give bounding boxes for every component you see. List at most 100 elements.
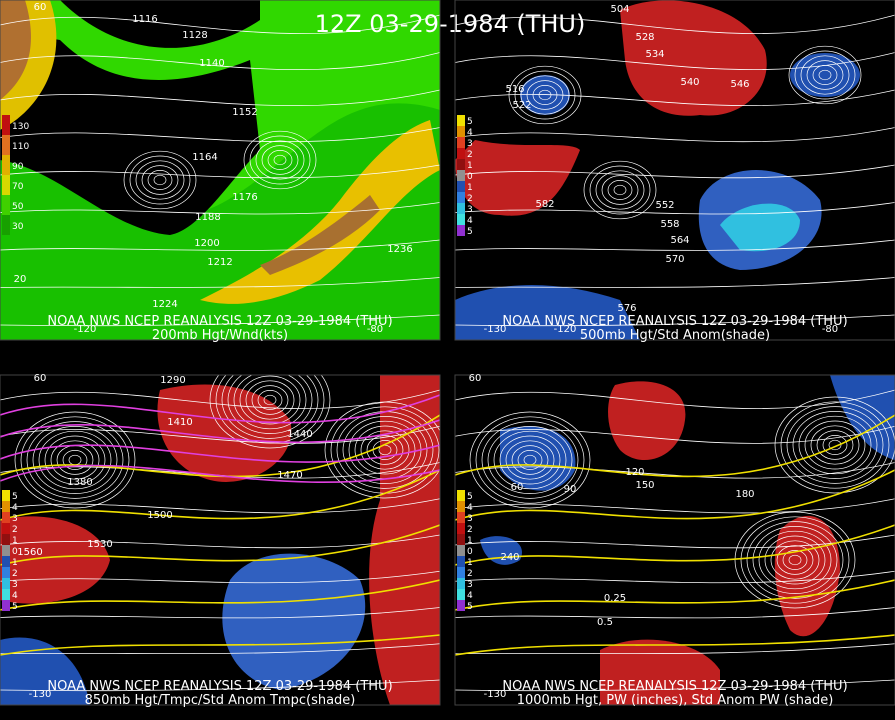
contour-line [0,498,440,514]
contours [455,14,895,327]
contour-line [0,607,440,619]
contour-line [455,277,895,288]
contour-line [233,375,307,430]
contour-line [32,426,118,494]
grid-label: 60 [34,373,47,384]
contour-label: 546 [730,79,749,90]
colorbar-swatch [457,225,465,236]
colorbar-swatch [457,115,465,126]
colorbar-swatch [2,175,10,195]
colorbar-label: 3 [12,580,18,590]
grid-label: -120 [554,324,577,335]
colorbar-label: 1 [467,183,473,193]
shade [0,0,31,100]
colorbar-label: 0 [467,547,473,557]
colorbar-label: 2 [467,525,473,535]
colorbar-swatch [457,578,465,589]
contour-line [0,127,440,143]
contour-line [0,394,440,424]
panel-subtitle: 200mb Hgt/Wnd(kts) [152,328,288,343]
contour-line [455,164,895,179]
colorbar-swatch [457,170,465,181]
contour-label: 1200 [194,238,219,249]
colorbar-swatch [457,512,465,523]
panel-caption: NOAA NWS NCEP REANALYSIS 12Z 03-29-1984 … [502,314,847,329]
contour-label: 1290 [160,375,185,386]
contour-label: 1176 [232,192,257,203]
colorbar-swatch [457,192,465,203]
colorbar-label: 90 [12,162,24,172]
contour-line [776,545,814,575]
contour-line [251,385,289,415]
contour-label: 240 [500,552,519,563]
colorbar-swatch [457,137,465,148]
contour-line [812,65,838,85]
contour-line [822,435,848,455]
contour-line [517,450,543,470]
contour-line [38,430,112,490]
colorbar-label: 110 [12,142,29,152]
colorbar-label: 4 [12,591,18,601]
contour-line [469,411,591,509]
colorbar-swatch [457,490,465,501]
grid-label: 60 [34,2,47,13]
contours [0,375,440,692]
colorbar-label: 50 [12,202,24,212]
contour-line [227,375,313,434]
contour-line [455,679,895,692]
contour-line [455,462,895,479]
colorbar-label: 3 [467,139,473,149]
panel-subtitle: 1000mb Hgt, PW (inches), Std Anom PW (sh… [517,693,834,708]
title: 12Z 03-29-1984 (THU) [315,10,586,38]
contour-line [770,540,820,580]
contour-line [810,425,860,465]
contour-line [455,314,895,327]
contour-line [752,526,838,594]
shade [790,53,860,97]
colorbar-label: 1 [467,536,473,546]
panel-subtitle: 850mb Hgt/Tmpc/Std Anom Tmpc(shade) [85,693,356,708]
contour-line [123,150,197,210]
contour-line [499,435,561,485]
contour-line [0,524,440,566]
colorbar-label: 5 [12,492,18,502]
colorbar-swatch [457,159,465,170]
contour-label: 1236 [387,244,412,255]
contour-line [794,50,856,100]
colorbar-label: 2 [12,569,18,579]
colorbar-label: 3 [467,514,473,524]
contour-line [455,570,895,584]
colorbar-swatch [2,534,10,545]
contour-line [26,421,124,499]
colorbar-swatch [457,556,465,567]
colorbar-swatch [2,135,10,155]
colorbar-swatch [457,203,465,214]
contour-line [758,530,832,590]
contour-line [734,511,856,609]
panel-subtitle: 500mb Hgt/Std Anom(shade) [580,328,770,343]
contour-line [589,165,651,215]
colorbar-label: 1 [12,536,18,546]
contour-line [0,464,440,484]
contours [455,389,895,692]
colorbar-label: 3 [467,580,473,590]
colorbar-label: 2 [467,569,473,579]
contour-label: 1116 [132,14,157,25]
grid-label: -130 [484,324,507,335]
contour-line [538,89,552,101]
contour-line [818,69,832,81]
colorbar-swatch [2,512,10,523]
contour-line [257,390,283,410]
contour-line [135,160,185,200]
contour-label: 558 [660,219,679,230]
contour-label: 1410 [167,417,192,428]
colorbar-label: 2 [467,194,473,204]
contour-line [0,314,440,327]
colorbar-label: 0 [12,547,18,557]
grid-label: -80 [822,324,838,335]
contour-line [455,239,895,251]
panel-caption: NOAA NWS NCEP REANALYSIS 12Z 03-29-1984 … [47,679,392,694]
contour-line [221,375,319,439]
contour-label: 516 [505,84,524,95]
colorbar-label: 2 [12,525,18,535]
